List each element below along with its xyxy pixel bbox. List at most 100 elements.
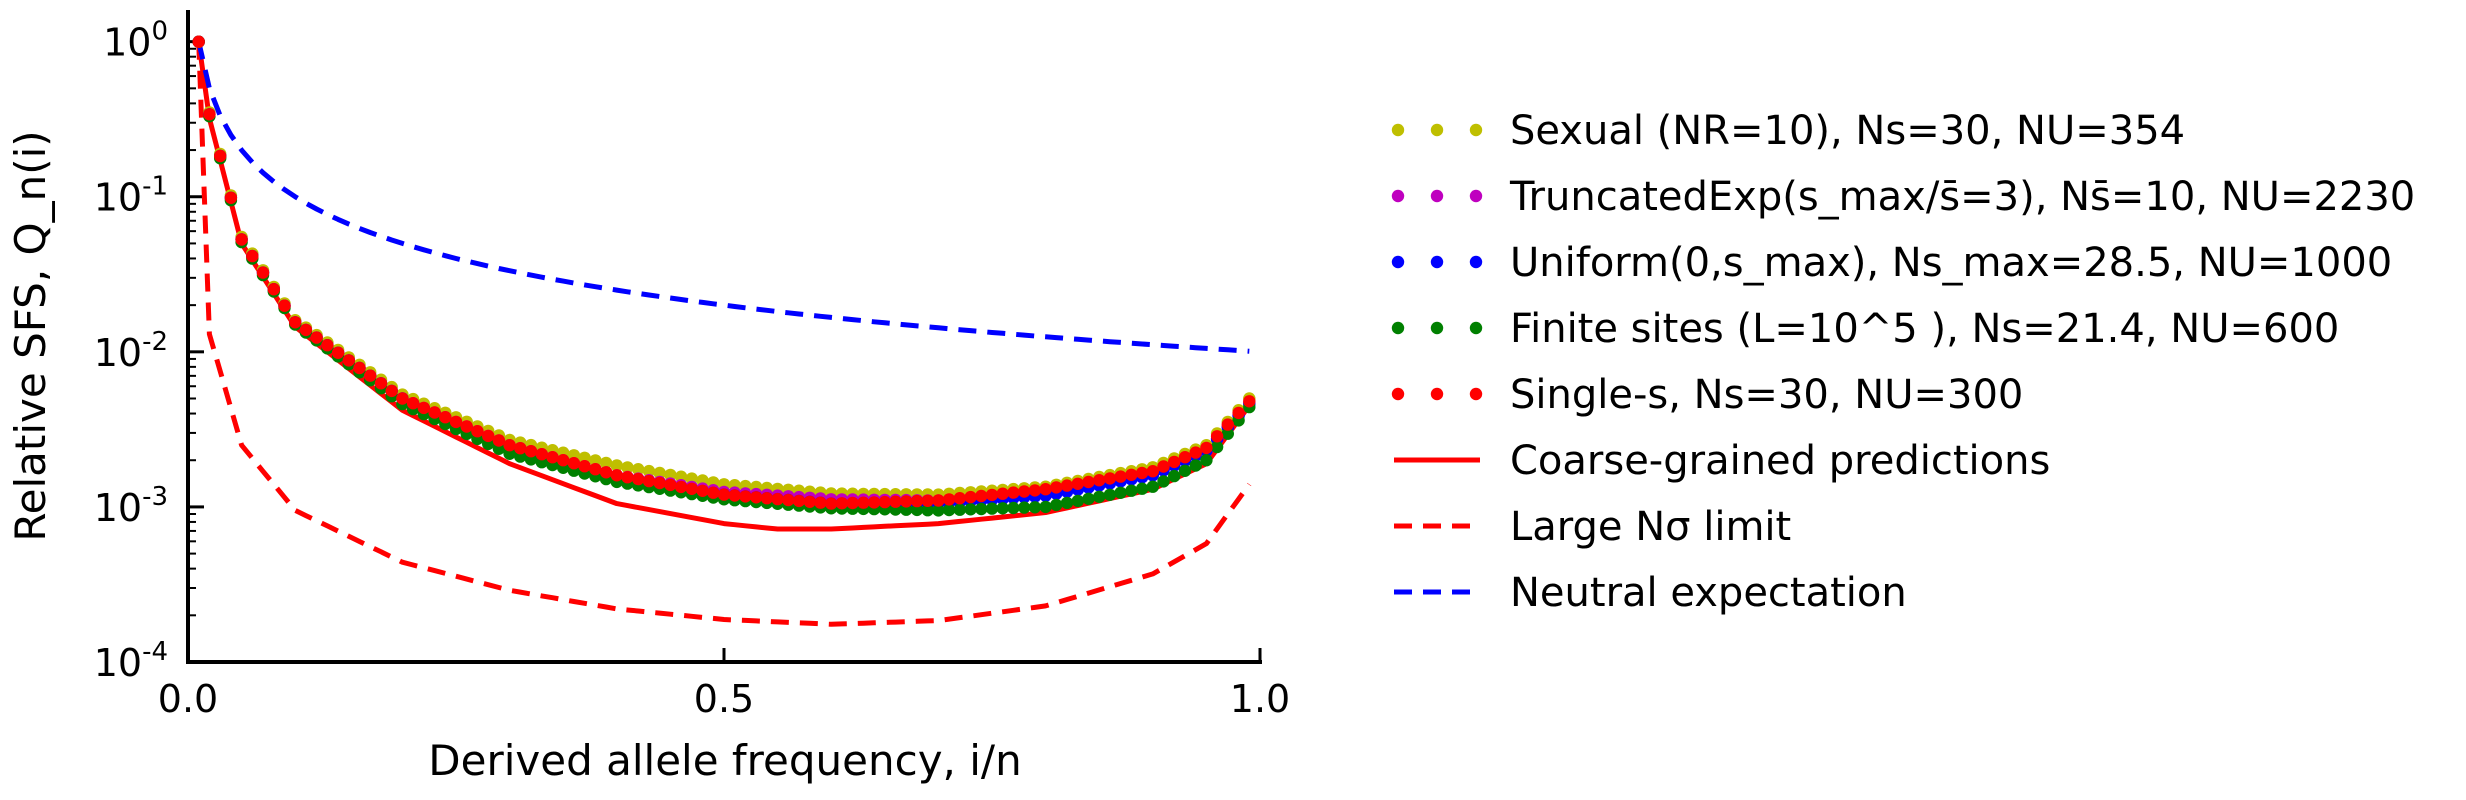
data-point: [1189, 446, 1202, 459]
data-point: [385, 384, 398, 398]
data-point: [782, 493, 795, 507]
y-tick-label: 100: [103, 17, 168, 65]
data-point: [717, 488, 731, 501]
data-point: [1082, 492, 1095, 505]
legend-item: Single-s, Ns=30, NU=300: [1391, 372, 2023, 418]
legend-label: Large Nσ limit: [1510, 504, 1791, 550]
legend-label: Uniform(0,s_max), Ns_max=28.5, NU=1000: [1510, 240, 2392, 286]
data-point: [203, 108, 216, 121]
data-point: [707, 486, 720, 499]
data-point: [1157, 460, 1170, 473]
legend-marker: [1391, 321, 1405, 335]
series-0: [192, 35, 1256, 501]
y-axis-title: Relative SFS, Q_n(i): [6, 130, 55, 541]
data-point: [1200, 454, 1213, 467]
y-tick-label: 10-4: [94, 637, 168, 685]
data-point: [342, 354, 355, 367]
data-point: [503, 439, 516, 452]
data-point: [1082, 475, 1095, 489]
data-point: [889, 495, 902, 508]
data-point: [364, 369, 377, 382]
y-tick-base: 10: [94, 486, 142, 530]
x-tick-label: 1.0: [1230, 677, 1290, 721]
data-point: [621, 471, 634, 484]
legend-marker: [1469, 123, 1483, 137]
data-point: [1146, 465, 1160, 478]
legend-marker: [1469, 255, 1483, 269]
data-point: [524, 445, 538, 458]
data-point: [1093, 474, 1106, 487]
data-point: [932, 504, 945, 517]
data-point: [1221, 427, 1235, 440]
legend-marker: [1391, 255, 1405, 269]
data-point: [975, 489, 988, 503]
y-tick-base: 10: [94, 331, 142, 375]
data-point: [642, 464, 656, 478]
data-point: [321, 339, 334, 352]
data-point: [1168, 469, 1181, 483]
legend-label: Single-s, Ns=30, NU=300: [1510, 372, 2023, 418]
data-point: [728, 489, 741, 502]
legend-item: Sexual (NR=10), Ns=30, NU=354: [1391, 108, 2185, 154]
data-point: [664, 468, 677, 482]
data-point: [674, 480, 688, 494]
data-point: [835, 497, 849, 510]
data-point: [589, 454, 602, 467]
y-tick-base: 10: [94, 641, 142, 685]
data-point: [503, 447, 516, 460]
series-7: [196, 41, 1250, 354]
data-point: [449, 415, 463, 429]
series-4: [192, 35, 1256, 510]
legend: Sexual (NR=10), Ns=30, NU=354 TruncatedEx…: [1391, 108, 2415, 616]
data-point: [1125, 484, 1138, 497]
data-point: [1135, 466, 1149, 480]
data-point: [224, 191, 238, 204]
data-point: [310, 331, 323, 344]
y-tick-base: 10: [103, 21, 151, 65]
data-point: [246, 249, 259, 263]
series-line: [196, 41, 1250, 354]
data-point: [1103, 488, 1117, 501]
data-point: [460, 420, 473, 433]
legend-marker: [1430, 321, 1444, 335]
data-point: [214, 149, 227, 163]
data-point: [589, 463, 602, 476]
data-point: [557, 454, 570, 467]
data-point: [857, 496, 870, 509]
legend-marker: [1430, 255, 1444, 269]
data-point: [674, 470, 688, 483]
data-point: [964, 503, 977, 516]
data-point: [1200, 441, 1213, 455]
legend-item: TruncatedExp(s_max/s̄=3), Ns̄=10, NU=223…: [1391, 174, 2415, 220]
data-point: [1007, 486, 1020, 499]
data-point: [331, 346, 345, 359]
x-tick-label: 0.0: [158, 677, 218, 721]
data-point: [985, 488, 999, 502]
legend-item: Finite sites (L=10^5 ), Ns=21.4, NU=600: [1391, 306, 2339, 352]
legend-marker: [1430, 123, 1444, 137]
data-point: [771, 492, 784, 506]
data-point: [985, 502, 999, 515]
data-point: [599, 456, 613, 470]
legend-label: Sexual (NR=10), Ns=30, NU=354: [1510, 108, 2185, 154]
data-point: [1125, 468, 1138, 481]
series-1: [192, 35, 1256, 507]
data-point: [396, 392, 409, 405]
x-tick-label: 0.5: [694, 677, 754, 721]
data-point: [942, 503, 956, 517]
data-point: [1157, 475, 1170, 488]
data-point: [471, 425, 484, 438]
data-point: [417, 401, 430, 415]
legend-marker: [1430, 189, 1444, 203]
data-point: [621, 461, 634, 474]
data-point: [632, 463, 645, 476]
data-point: [878, 495, 891, 509]
data-point: [1103, 472, 1117, 485]
data-point: [792, 494, 806, 508]
data-point: [867, 496, 881, 509]
data-point: [846, 496, 859, 510]
data-point: [1243, 395, 1256, 408]
data-point: [910, 494, 924, 508]
